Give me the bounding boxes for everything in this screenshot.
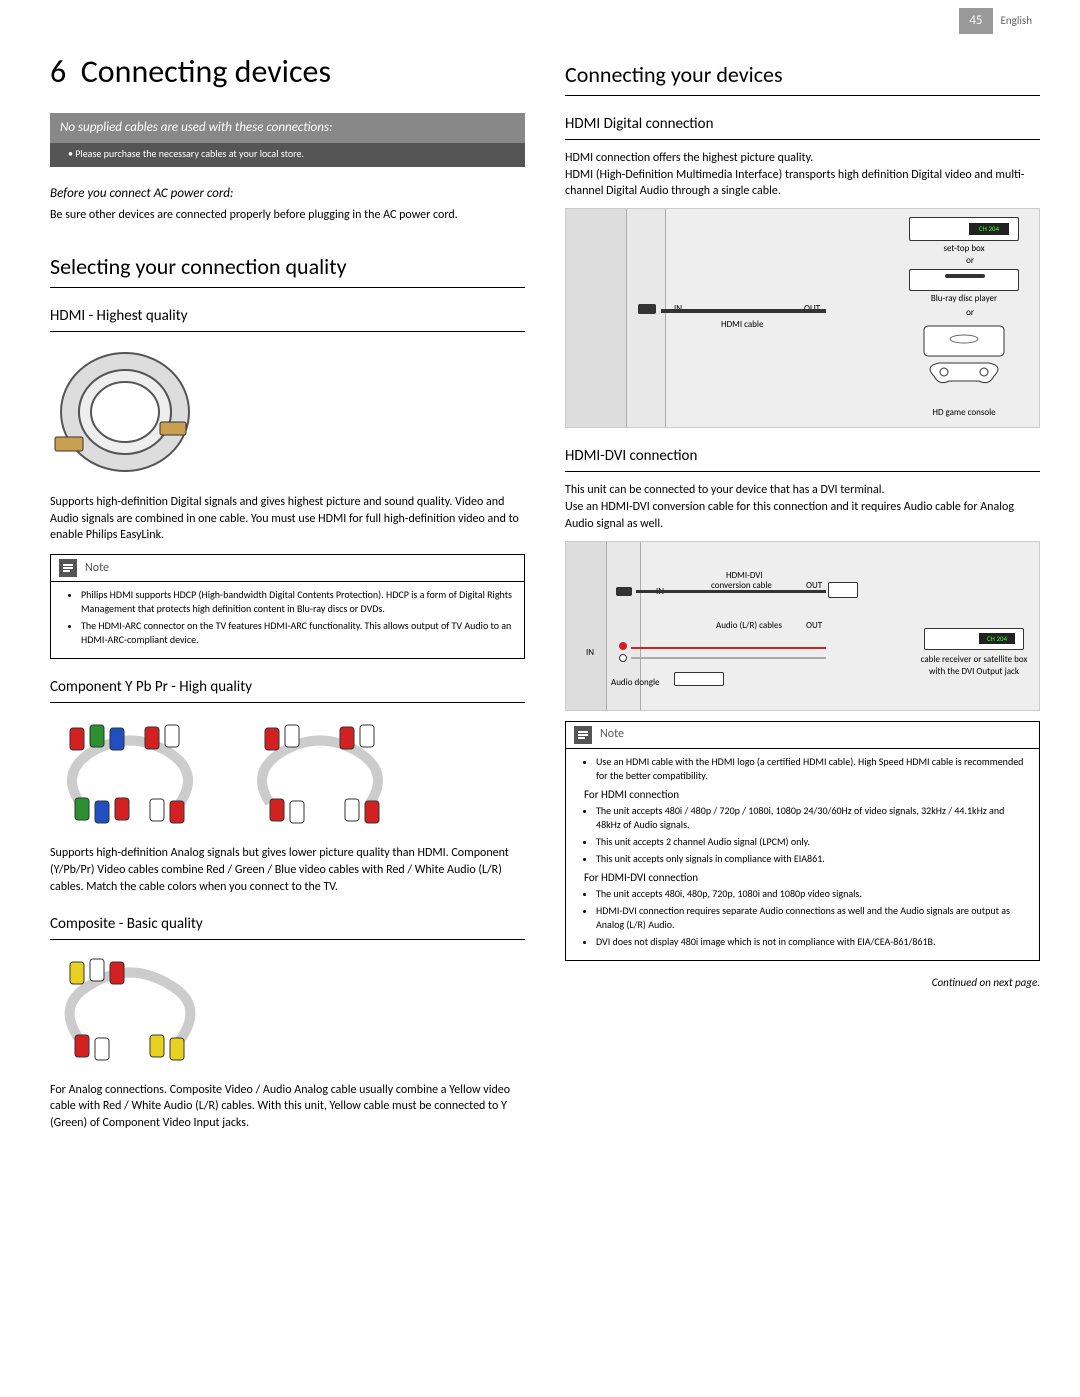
language-label: English [993,9,1040,32]
diagram-console-label: HD game console [914,407,1014,420]
page-content: 6 Connecting devices No supplied cables … [0,0,1080,1178]
diagram2-out2-label: OUT [806,620,822,633]
continued-label: Continued on next page. [565,975,1040,990]
note-item: The HDMI-ARC connector on the TV feature… [81,619,514,647]
component-quality-title: Component Y Pb Pr - High quality [50,677,525,703]
hdmi-digital-diagram: IN OUT HDMI cable CH 204 set-top box or … [565,208,1040,428]
hdmi-cable-illustration [50,342,525,482]
right-column: Connecting your devices HDMI Digital con… [565,50,1040,1138]
hdmi-dvi-body: This unit can be connected to your devic… [565,482,1040,532]
hdmi-note: Note Philips HDMI supports HDCP (High-ba… [50,554,525,659]
hdmi-dvi-diagram: IN IN HDMI-DVI conversion cable OUT Audi… [565,541,1040,711]
section-connection-quality: Selecting your connection quality [50,252,525,288]
note-item: Use an HDMI cable with the HDMI logo (a … [596,755,1029,783]
note-body: Use an HDMI cable with the HDMI logo (a … [566,748,1039,961]
note-title: Note [85,560,109,577]
note-item: Philips HDMI supports HDCP (High-bandwid… [81,588,514,616]
note-subhead-hdmi: For HDMI connection [584,787,1029,802]
warning-banner-sub: Please purchase the necessary cables at … [50,143,525,167]
diagram-bluray-label: Blu-ray disc player [914,293,1014,306]
diagram2-receiver-label: cable receiver or satellite box with the… [919,654,1029,679]
chapter-title: 6 Connecting devices [50,50,525,95]
page-number: 45 [959,8,992,34]
note-item: The unit accepts 480i / 480p / 720p / 10… [596,804,1029,832]
diagram-hdmi-cable-label: HDMI cable [721,319,763,332]
diagram2-audiolr-label: Audio (L/R) cables [716,620,782,633]
before-connect-title: Before you connect AC power cord: [50,185,525,203]
note-body: Philips HDMI supports HDCP (High-bandwid… [51,581,524,658]
diagram2-in2-label: IN [586,647,594,660]
note-icon [574,726,592,744]
composite-quality-title: Composite - Basic quality [50,914,525,940]
note-header: Note [566,722,1039,748]
component-cable-icon-2 [240,713,410,833]
hdmi-cable-icon [50,342,190,482]
diagram-or1-label: or [966,255,974,268]
diagram2-dongle-label: Audio dongle [611,677,660,690]
composite-quality-body: For Analog connections. Composite Video … [50,1082,525,1132]
note-title: Note [600,726,624,743]
diagram2-convcable-label: conversion cable [711,580,772,593]
warning-banner: No supplied cables are used with these c… [50,113,525,143]
hdmi-dvi-note: Note Use an HDMI cable with the HDMI log… [565,721,1040,962]
component-quality-body: Supports high-definition Analog signals … [50,845,525,895]
chapter-number: 6 [50,52,66,91]
component-cable-illustration [50,713,525,833]
left-column: 6 Connecting devices No supplied cables … [50,50,525,1138]
note-icon [59,559,77,577]
diagram-or2-label: or [966,307,974,320]
hdmi-digital-body: HDMI connection offers the highest pictu… [565,150,1040,200]
before-connect-body: Be sure other devices are connected prop… [50,207,525,224]
note-item: This unit accepts 2 channel Audio signal… [596,835,1029,849]
composite-cable-icon [50,950,210,1070]
page-header: 45 English [959,8,1040,34]
section-connecting-devices: Connecting your devices [565,60,1040,96]
diagram-settop-label: set-top box [929,243,999,256]
note-item: The unit accepts 480i, 480p, 720p, 1080i… [596,887,1029,901]
note-header: Note [51,555,524,581]
note-subhead-dvi: For HDMI-DVI connection [584,870,1029,885]
note-item: HDMI-DVI connection requires separate Au… [596,904,1029,932]
diagram2-out-label: OUT [806,580,822,593]
hdmi-digital-title: HDMI Digital connection [565,114,1040,140]
note-item: This unit accepts only signals in compli… [596,852,1029,866]
game-console-icon [904,321,1024,401]
note-item: DVI does not display 480i image which is… [596,935,1029,949]
composite-cable-illustration [50,950,525,1070]
hdmi-dvi-title: HDMI-DVI connection [565,446,1040,472]
component-cable-icon [50,713,220,833]
hdmi-quality-body: Supports high-definition Digital signals… [50,494,525,544]
hdmi-quality-title: HDMI - Highest quality [50,306,525,332]
